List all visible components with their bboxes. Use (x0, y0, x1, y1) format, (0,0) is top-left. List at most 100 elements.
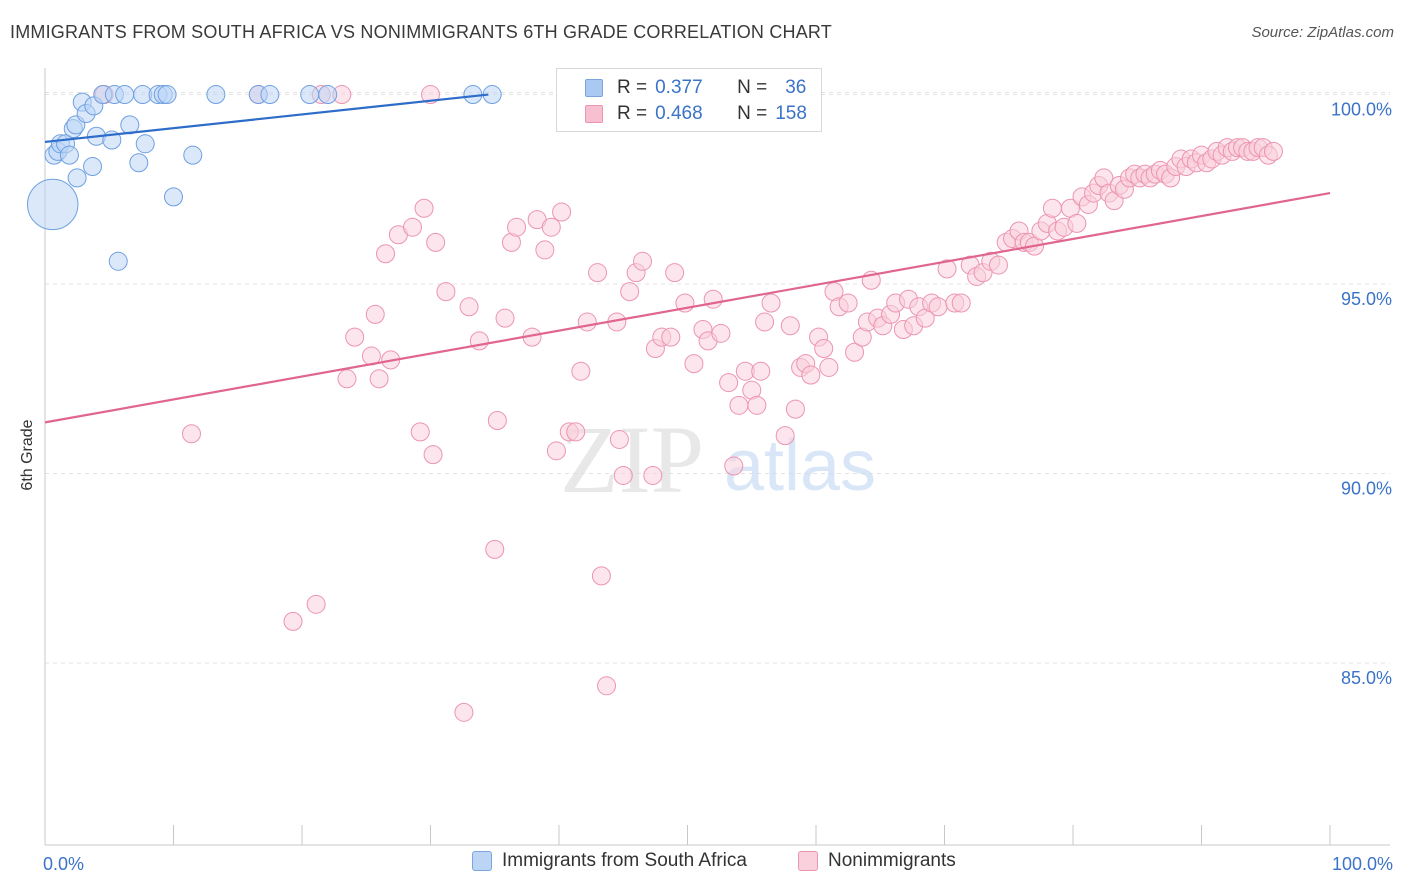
point-nonimmigrants (365, 304, 385, 324)
point-nonimmigrants (609, 429, 629, 449)
point-immigrants (164, 187, 183, 207)
stats-box: R = 0.377 N = 36 R = 0.468 N = 158 (556, 68, 822, 132)
series-immigrants (27, 85, 755, 271)
stats-r-value: 0.377 (655, 77, 703, 98)
point-nonimmigrants (345, 327, 365, 347)
legend: Immigrants from South Africa Nonimmigran… (0, 850, 1406, 878)
point-nonimmigrants (775, 426, 795, 446)
point-nonimmigrants (426, 232, 446, 252)
point-nonimmigrants (729, 395, 749, 415)
point-nonimmigrants (747, 395, 767, 415)
point-nonimmigrants (1067, 213, 1087, 233)
point-immigrants (67, 168, 87, 188)
point-nonimmigrants (845, 342, 865, 362)
point-nonimmigrants (703, 289, 723, 309)
point-nonimmigrants (403, 217, 423, 237)
point-nonimmigrants (546, 441, 566, 461)
stats-n-value: 36 (785, 77, 807, 98)
point-nonimmigrants (566, 422, 586, 442)
point-immigrants (115, 85, 135, 105)
point-nonimmigrants (755, 312, 775, 332)
series-nonimmigrants (94, 85, 1283, 722)
stats-r-value: 0.468 (655, 103, 703, 124)
point-nonimmigrants (801, 365, 821, 385)
point-nonimmigrants (643, 465, 663, 485)
point-immigrants (135, 134, 155, 154)
point-nonimmigrants (541, 217, 561, 237)
point-nonimmigrants (814, 338, 834, 358)
trend-line-immigrants (44, 93, 489, 144)
point-nonimmigrants (423, 445, 443, 465)
point-nonimmigrants (684, 354, 704, 374)
point-nonimmigrants (591, 566, 611, 586)
x-tick-label: 100.0% (1332, 854, 1393, 874)
point-nonimmigrants (306, 594, 326, 614)
point-nonimmigrants (410, 422, 430, 442)
point-immigrants (129, 153, 149, 173)
point-nonimmigrants (613, 465, 633, 485)
stats-r-label: R = (617, 77, 648, 98)
y-axis-title: 6th Grade (19, 419, 36, 491)
legend-swatch-immigrants (472, 851, 492, 871)
point-immigrants (318, 85, 338, 105)
point-nonimmigrants (376, 244, 396, 264)
series-layer (27, 85, 1331, 722)
point-nonimmigrants (469, 331, 489, 351)
point-immigrants (206, 85, 226, 105)
x-tick-label: 0.0% (43, 854, 84, 874)
legend-label-nonimmigrants: Nonimmigrants (828, 850, 956, 871)
point-nonimmigrants (597, 676, 617, 696)
point-immigrants (300, 85, 320, 105)
point-nonimmigrants (780, 316, 800, 336)
legend-swatch-nonimmigrants (798, 851, 818, 871)
point-nonimmigrants (819, 357, 839, 377)
stats-n-value: 158 (775, 103, 807, 124)
legend-item-nonimmigrants[interactable]: Nonimmigrants (798, 850, 956, 872)
point-nonimmigrants (665, 263, 685, 283)
y-tick-label: 85.0% (1341, 668, 1392, 688)
point-immigrants (59, 145, 79, 165)
chart-title: IMMIGRANTS FROM SOUTH AFRICA VS NONIMMIG… (10, 22, 832, 42)
point-nonimmigrants (588, 263, 608, 283)
point-nonimmigrants (785, 399, 805, 419)
legend-item-immigrants[interactable]: Immigrants from South Africa (472, 850, 747, 872)
point-nonimmigrants (571, 361, 591, 381)
point-nonimmigrants (633, 251, 653, 271)
point-nonimmigrants (928, 297, 948, 317)
point-nonimmigrants (459, 297, 479, 317)
point-nonimmigrants (436, 282, 456, 302)
point-nonimmigrants (454, 702, 474, 722)
point-nonimmigrants (485, 539, 505, 559)
stats-swatch-nonimmigrants (585, 105, 603, 123)
watermark-zip: ZIP (560, 406, 704, 513)
stats-row-immigrants: R = 0.377 N = 36 (557, 75, 806, 101)
point-nonimmigrants (552, 202, 572, 222)
point-nonimmigrants (751, 361, 771, 381)
point-nonimmigrants (661, 327, 681, 347)
point-nonimmigrants (761, 293, 781, 313)
point-nonimmigrants (719, 373, 739, 393)
point-nonimmigrants (724, 456, 744, 476)
y-tick-label: 100.0% (1331, 100, 1392, 120)
tick-labels: 85.0% 90.0% 95.0% 100.0% 0.0% 100.0% (43, 100, 1393, 874)
point-nonimmigrants (507, 217, 527, 237)
point-nonimmigrants (535, 240, 555, 260)
point-nonimmigrants (951, 293, 971, 313)
watermark-atlas: atlas (724, 426, 876, 506)
point-nonimmigrants (1042, 198, 1062, 218)
point-nonimmigrants (711, 323, 731, 343)
point-nonimmigrants (937, 259, 957, 279)
point-immigrants (108, 251, 128, 271)
point-nonimmigrants (421, 85, 440, 105)
legend-label-immigrants: Immigrants from South Africa (502, 850, 747, 871)
point-nonimmigrants (620, 282, 640, 302)
stats-row-nonimmigrants: R = 0.468 N = 158 (557, 101, 807, 127)
point-nonimmigrants (283, 611, 303, 631)
point-immigrants (27, 178, 79, 231)
chart-source: Source: ZipAtlas.com (1251, 24, 1394, 41)
watermark: ZIP atlas (560, 406, 876, 513)
y-tick-label: 95.0% (1341, 289, 1392, 309)
trend-line-nonimmigrants (44, 191, 1331, 424)
point-immigrants (183, 145, 203, 165)
